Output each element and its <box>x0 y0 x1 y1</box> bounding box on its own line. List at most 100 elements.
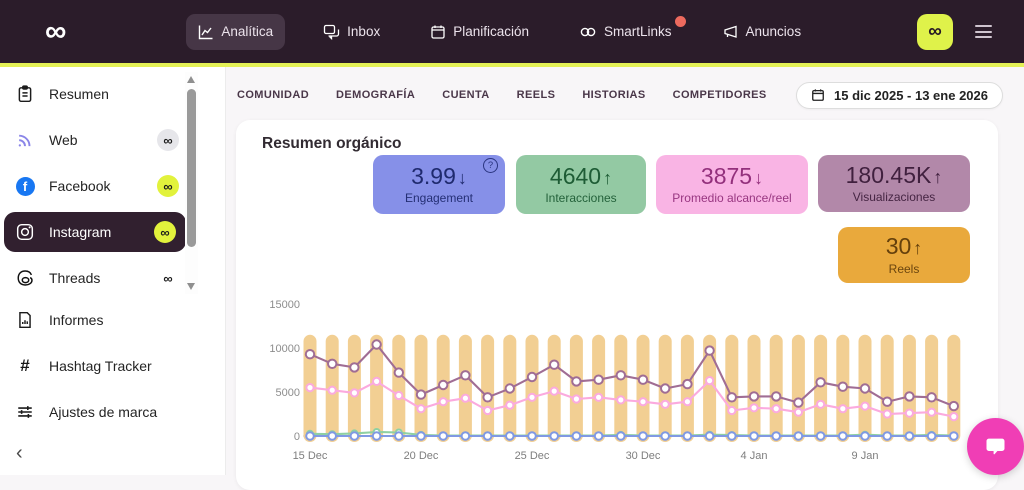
series-pink-marker[interactable] <box>527 392 537 402</box>
series-blue-marker[interactable] <box>660 431 671 441</box>
scroll-down-icon[interactable] <box>187 283 195 290</box>
series-purple-marker[interactable] <box>615 370 626 381</box>
tab-competidores[interactable]: COMPETIDORES <box>672 89 767 101</box>
chart-bar[interactable] <box>569 334 583 442</box>
series-purple-marker[interactable] <box>438 379 449 391</box>
series-purple-marker[interactable] <box>682 378 693 390</box>
series-purple-marker[interactable] <box>660 383 671 394</box>
series-blue-marker[interactable] <box>749 431 759 441</box>
series-blue-marker[interactable] <box>371 431 382 441</box>
series-purple-marker[interactable] <box>726 392 737 403</box>
series-pink-marker[interactable] <box>438 397 448 407</box>
series-pink-marker[interactable] <box>682 397 692 407</box>
series-blue-marker[interactable] <box>616 431 626 441</box>
series-blue-marker[interactable] <box>394 431 404 441</box>
series-blue-marker[interactable] <box>682 431 693 441</box>
chart-bar[interactable] <box>791 334 805 442</box>
nav-planning[interactable]: Planificación <box>418 14 541 50</box>
series-blue-marker[interactable] <box>815 431 826 441</box>
scrollbar-thumb[interactable] <box>187 89 196 247</box>
chart-bar[interactable] <box>481 334 495 442</box>
series-purple-marker[interactable] <box>571 376 582 387</box>
series-blue-marker[interactable] <box>638 431 648 441</box>
series-blue-marker[interactable] <box>949 431 959 441</box>
series-purple-marker[interactable] <box>371 339 382 350</box>
series-blue-marker[interactable] <box>704 431 715 441</box>
sidebar-item-instagram[interactable]: Instagram ∞ <box>4 212 186 252</box>
series-purple-marker[interactable] <box>771 391 782 402</box>
tab-reels[interactable]: REELS <box>516 89 556 101</box>
series-blue-marker[interactable] <box>438 431 448 441</box>
series-blue-marker[interactable] <box>327 431 337 441</box>
sidebar-item-ajustes-de-marca[interactable]: Ajustes de marca <box>0 389 225 435</box>
series-pink-marker[interactable] <box>505 400 515 410</box>
chart-bar[interactable] <box>703 334 717 442</box>
series-purple-marker[interactable] <box>882 396 893 407</box>
series-pink-marker[interactable] <box>927 407 937 417</box>
brand-avatar[interactable]: ∞ <box>917 13 953 50</box>
series-pink-marker[interactable] <box>305 383 315 393</box>
series-purple-marker[interactable] <box>415 389 427 400</box>
series-pink-marker[interactable] <box>416 404 426 414</box>
chart-bar[interactable] <box>902 334 916 442</box>
tab-cuenta[interactable]: CUENTA <box>442 89 490 101</box>
nav-inbox[interactable]: Inbox <box>311 13 392 50</box>
series-blue-marker[interactable] <box>860 431 870 441</box>
chart-bar[interactable] <box>769 334 783 442</box>
series-purple-marker[interactable] <box>815 377 826 388</box>
series-purple-marker[interactable] <box>504 383 515 394</box>
menu-icon[interactable] <box>975 22 992 42</box>
series-blue-marker[interactable] <box>571 431 582 441</box>
chart-bar[interactable] <box>947 334 961 442</box>
series-pink-marker[interactable] <box>594 392 604 402</box>
scroll-up-icon[interactable] <box>187 76 195 83</box>
series-pink-marker[interactable] <box>749 403 759 413</box>
chart-bar[interactable] <box>592 334 606 442</box>
series-pink-marker[interactable] <box>793 407 804 417</box>
series-blue-marker[interactable] <box>904 431 915 441</box>
series-blue-marker[interactable] <box>727 431 737 441</box>
tab-demografia[interactable]: DEMOGRAFÍA <box>336 89 416 101</box>
nav-ads[interactable]: Anuncios <box>710 14 814 50</box>
series-blue-marker[interactable] <box>926 431 937 441</box>
collapse-sidebar-button[interactable]: ‹ <box>16 442 23 464</box>
series-blue-marker[interactable] <box>771 431 782 441</box>
series-purple-marker[interactable] <box>526 371 538 383</box>
series-pink-marker[interactable] <box>571 394 581 404</box>
chart-bar[interactable] <box>880 334 894 442</box>
chart-bar[interactable] <box>636 334 650 442</box>
series-purple-marker[interactable] <box>704 345 715 356</box>
series-purple-marker[interactable] <box>304 348 316 360</box>
series-purple-marker[interactable] <box>593 374 604 385</box>
tab-comunidad[interactable]: COMUNIDAD <box>237 89 310 101</box>
series-pink-marker[interactable] <box>882 409 892 419</box>
series-pink-marker[interactable] <box>638 397 648 407</box>
chat-widget-button[interactable] <box>967 418 1024 475</box>
series-pink-marker[interactable] <box>394 390 404 401</box>
series-pink-marker[interactable] <box>372 376 382 387</box>
series-purple-marker[interactable] <box>637 374 649 385</box>
series-pink-marker[interactable] <box>860 401 870 411</box>
series-purple-marker[interactable] <box>393 367 405 378</box>
chart-bar[interactable] <box>525 334 539 442</box>
series-blue-marker[interactable] <box>460 431 471 441</box>
series-blue-marker[interactable] <box>549 431 560 441</box>
series-blue-marker[interactable] <box>504 431 515 441</box>
series-purple-marker[interactable] <box>948 400 959 412</box>
series-purple-marker[interactable] <box>482 392 493 403</box>
series-pink-marker[interactable] <box>705 376 715 386</box>
series-blue-marker[interactable] <box>482 431 493 441</box>
sidebar-scrollbar[interactable] <box>185 72 198 294</box>
series-blue-marker[interactable] <box>349 431 360 441</box>
series-pink-marker[interactable] <box>727 405 737 416</box>
series-pink-marker[interactable] <box>549 386 559 396</box>
series-pink-marker[interactable] <box>327 385 337 395</box>
series-blue-marker[interactable] <box>838 431 848 441</box>
help-icon[interactable]: ? <box>483 158 498 173</box>
series-purple-marker[interactable] <box>327 358 338 370</box>
series-blue-marker[interactable] <box>527 431 537 441</box>
series-pink-marker[interactable] <box>616 395 626 405</box>
series-pink-marker[interactable] <box>816 399 826 409</box>
series-purple-marker[interactable] <box>549 359 560 370</box>
series-purple-marker[interactable] <box>793 397 804 408</box>
